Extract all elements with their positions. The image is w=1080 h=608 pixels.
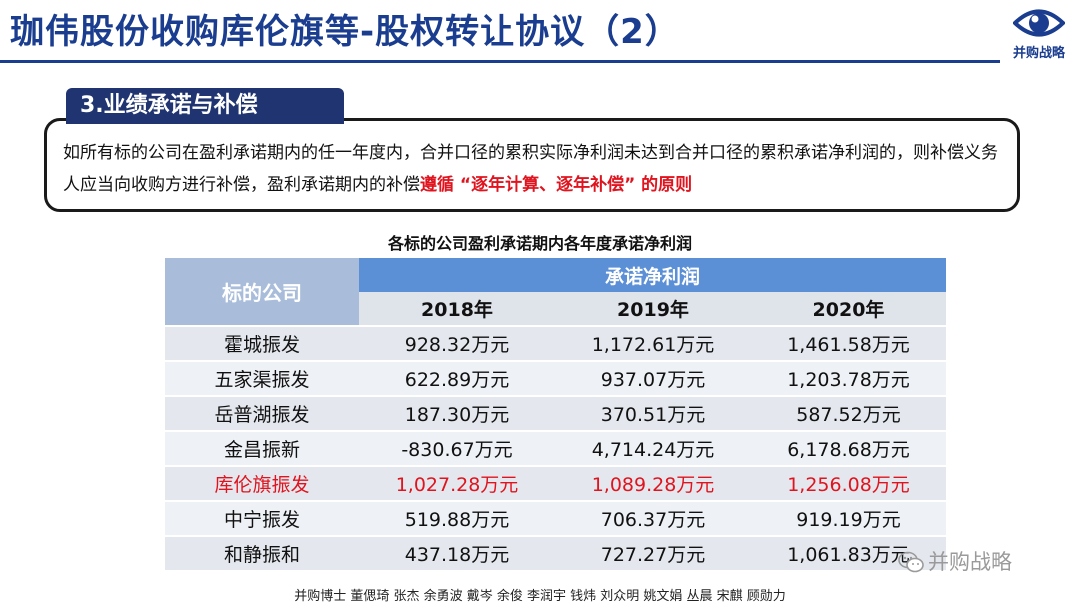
table-row: 岳普湖振发 187.30万元 370.51万元 587.52万元 xyxy=(165,396,946,432)
value-cell: 622.89万元 xyxy=(359,361,555,397)
value-cell: 937.07万元 xyxy=(555,361,751,397)
value-cell: 928.32万元 xyxy=(359,326,555,362)
value-cell: 706.37万元 xyxy=(555,501,751,537)
table-row: 五家渠振发 622.89万元 937.07万元 1,203.78万元 xyxy=(165,361,946,397)
eye-icon xyxy=(1013,9,1065,37)
section-tag: 3.业绩承诺与补偿 xyxy=(66,88,344,124)
value-cell: 4,714.24万元 xyxy=(555,431,751,467)
value-cell: 1,172.61万元 xyxy=(555,326,751,362)
value-cell: 587.52万元 xyxy=(751,396,946,432)
value-cell: 519.88万元 xyxy=(359,501,555,537)
title-divider xyxy=(0,60,1000,63)
summary-highlight: 遵循 “逐年计算、逐年补偿” 的原则 xyxy=(420,175,693,195)
value-cell: 437.18万元 xyxy=(359,536,555,572)
header-year-2020: 2020年 xyxy=(751,292,946,327)
value-cell: 1,089.28万元 xyxy=(555,466,751,502)
logo-text: 并购战略 xyxy=(1012,46,1065,61)
footer-credits: 并购博士 董偲琦 张杰 余勇波 戴岑 余俊 李润宇 钱炜 刘众明 姚文娟 丛晨 … xyxy=(294,589,786,604)
value-cell: 1,461.58万元 xyxy=(751,326,946,362)
table-row: 中宁振发 519.88万元 706.37万元 919.19万元 xyxy=(165,501,946,537)
value-cell: 1,256.08万元 xyxy=(751,466,946,502)
watermark: 并购战略 xyxy=(898,546,1012,576)
wechat-icon xyxy=(898,551,924,573)
company-cell: 五家渠振发 xyxy=(165,361,359,397)
company-cell: 霍城振发 xyxy=(165,326,359,362)
header-committed-profit: 承诺净利润 xyxy=(359,258,946,292)
table-row: 金昌振新 -830.67万元 4,714.24万元 6,178.68万元 xyxy=(165,431,946,467)
header-year-2018: 2018年 xyxy=(359,292,555,327)
table-row: 霍城振发 928.32万元 1,172.61万元 1,461.58万元 xyxy=(165,326,946,362)
value-cell: 370.51万元 xyxy=(555,396,751,432)
page-title: 珈伟股份收购库伦旗等-股权转让协议（2） xyxy=(10,12,680,52)
value-cell: 187.30万元 xyxy=(359,396,555,432)
table-caption: 各标的公司盈利承诺期内各年度承诺净利润 xyxy=(387,234,692,253)
value-cell: 1,027.28万元 xyxy=(359,466,555,502)
company-cell: 和静振和 xyxy=(165,536,359,572)
company-cell: 金昌振新 xyxy=(165,431,359,467)
value-cell: 6,178.68万元 xyxy=(751,431,946,467)
value-cell: -830.67万元 xyxy=(359,431,555,467)
value-cell: 919.19万元 xyxy=(751,501,946,537)
header-company: 标的公司 xyxy=(165,258,359,327)
header-year-2019: 2019年 xyxy=(555,292,751,327)
value-cell: 727.27万元 xyxy=(555,536,751,572)
table-row: 和静振和 437.18万元 727.27万元 1,061.83万元 xyxy=(165,536,946,572)
summary-box: 如所有标的公司在盈利承诺期内的任一年度内，合并口径的累积实际净利润未达到合并口径… xyxy=(44,118,1020,212)
watermark-text: 并购战略 xyxy=(928,550,1012,574)
table-row-highlighted: 库伦旗振发 1,027.28万元 1,089.28万元 1,256.08万元 xyxy=(165,466,946,502)
brand-logo: 并购战略 xyxy=(1006,6,1072,70)
company-cell: 中宁振发 xyxy=(165,501,359,537)
profit-table: 标的公司 承诺净利润 2018年 2019年 2020年 霍城振发 928.32… xyxy=(165,258,946,572)
company-cell: 库伦旗振发 xyxy=(165,466,359,502)
value-cell: 1,203.78万元 xyxy=(751,361,946,397)
company-cell: 岳普湖振发 xyxy=(165,396,359,432)
summary-text: 如所有标的公司在盈利承诺期内的任一年度内，合并口径的累积实际净利润未达到合并口径… xyxy=(63,143,998,195)
